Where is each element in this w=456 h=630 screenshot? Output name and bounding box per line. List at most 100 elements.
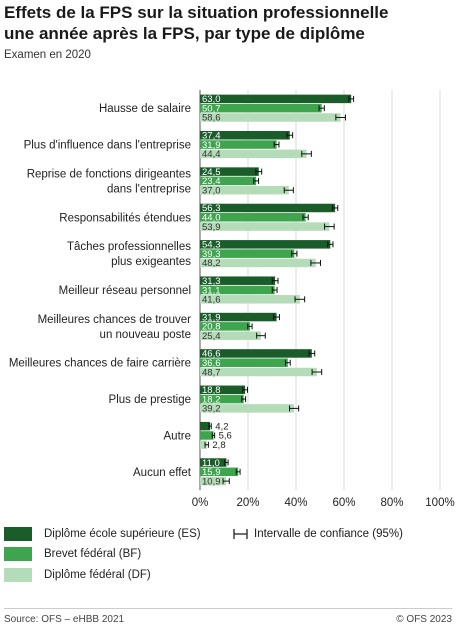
bars: 63,050,758,637,431,944,424,523,437,056,3… [200, 94, 355, 487]
data-label: 44,0 [202, 213, 221, 224]
data-label: 2,8 [212, 440, 225, 451]
bar-bf [200, 358, 288, 367]
bar-es [200, 240, 331, 249]
data-label: 48,2 [202, 258, 221, 269]
category-label: Hausse de salaire [99, 103, 191, 115]
bar-es [200, 312, 277, 322]
x-axis: 0% 20% 40% 60% 80% 100% [192, 497, 455, 509]
bar-bf [200, 322, 250, 331]
category-label: dans l'entreprise [107, 183, 191, 195]
bar-bf [200, 285, 275, 295]
data-label: 10,9 [202, 476, 221, 487]
bar-df [200, 476, 227, 486]
data-label: 31,3 [202, 276, 221, 287]
legend-label-ci: Intervalle de confiance (95%) [254, 528, 403, 540]
category-label: Plus d'influence dans l'entreprise [24, 140, 191, 152]
data-label: 53,9 [202, 222, 221, 233]
data-label: 50,7 [202, 103, 221, 114]
bar-es [200, 276, 276, 285]
data-label: 5,6 [219, 431, 232, 442]
chart-subtitle: Examen en 2020 [4, 49, 91, 61]
footer-copyright: © OFS 2023 [396, 614, 452, 625]
legend-label-bf: Brevet fédéral (BF) [44, 548, 142, 560]
bar-es [200, 130, 290, 140]
data-label: 37,4 [202, 130, 221, 141]
data-label: 23,4 [202, 176, 221, 187]
bar-df [200, 295, 300, 304]
data-label: 31,9 [202, 140, 221, 151]
data-label: 20,8 [202, 322, 221, 333]
bar-es [200, 167, 259, 176]
data-label: 56,3 [202, 203, 221, 214]
x-tick-label: 60% [332, 497, 355, 509]
chart-title-line-2: une année après la FPS, par type de dipl… [4, 24, 365, 43]
bar-es [200, 458, 227, 467]
bar-bf [200, 176, 257, 186]
footer-divider [4, 608, 452, 609]
x-tick-label: 80% [380, 497, 403, 509]
data-label: 15,9 [202, 467, 221, 478]
bar-df [200, 367, 317, 377]
data-label: 4,2 [215, 421, 228, 432]
bar-bf [200, 103, 322, 113]
data-label: 24,5 [202, 167, 221, 178]
bar-es [200, 349, 312, 358]
legend-swatch-es [4, 527, 32, 541]
data-label: 54,3 [202, 240, 221, 251]
category-label: Responsabilités étendues [59, 212, 191, 224]
category-label: Reprise de fonctions dirigeantes [27, 168, 192, 180]
data-label: 46,6 [202, 349, 221, 360]
bar-df [200, 404, 295, 413]
legend-label-es: Diplôme école supérieure (ES) [44, 528, 201, 540]
legend-swatch-bf [4, 547, 32, 561]
category-label: Meilleures chances de faire carrière [9, 358, 191, 370]
data-label: 31,1 [202, 285, 221, 296]
confidence-interval-icon [233, 529, 248, 539]
data-label: 37,0 [202, 185, 221, 196]
bar-bf [200, 140, 277, 149]
category-label: Meilleures chances de trouver [38, 314, 192, 326]
footer-source: Source: OFS – eHBB 2021 [4, 614, 125, 625]
legend-swatch-df [4, 568, 32, 582]
x-tick-label: 100% [425, 497, 454, 509]
data-label: 11,0 [202, 458, 220, 469]
bar-bf [200, 431, 214, 440]
data-label: 36,6 [202, 358, 221, 369]
bar-bf [200, 394, 244, 404]
category-label: Tâches professionnelles [67, 241, 191, 253]
category-label: Meilleur réseau personnel [59, 285, 191, 297]
data-label: 25,4 [202, 331, 221, 342]
bar-es [200, 385, 246, 395]
bar-bf [200, 249, 295, 258]
category-label: Plus de prestige [109, 394, 191, 406]
data-label: 63,0 [202, 94, 221, 105]
chart-title-line-1: Effets de la FPS sur la situation profes… [4, 3, 389, 22]
bar-chart: Hausse de salaire Plus d'influence dans l… [9, 90, 455, 509]
bar-df [200, 185, 289, 195]
bar-df [200, 331, 261, 340]
data-label: 48,7 [202, 367, 221, 378]
data-label: 39,2 [202, 404, 221, 415]
bar-bf [200, 213, 306, 222]
legend-label-df: Diplôme fédéral (DF) [44, 569, 151, 581]
data-label: 31,9 [202, 312, 221, 323]
bar-df [200, 258, 316, 268]
data-label: 58,6 [202, 113, 221, 124]
bar-es [200, 421, 211, 431]
data-label: 41,6 [202, 295, 221, 306]
bar-df [200, 222, 330, 231]
x-tick-label: 20% [236, 497, 259, 509]
bar-df [200, 113, 341, 122]
bar-df [200, 440, 207, 450]
x-tick-label: 40% [284, 497, 307, 509]
bar-es [200, 203, 336, 213]
bar-bf [200, 467, 239, 477]
x-tick-label: 0% [192, 497, 209, 509]
category-label: Autre [164, 430, 192, 442]
data-label: 39,3 [202, 249, 221, 260]
data-label: 44,4 [202, 149, 221, 160]
category-label: Aucun effet [133, 467, 192, 479]
category-labels: Hausse de salaire Plus d'influence dans l… [9, 103, 192, 479]
data-label: 18,8 [202, 385, 221, 396]
bar-es [200, 94, 352, 104]
